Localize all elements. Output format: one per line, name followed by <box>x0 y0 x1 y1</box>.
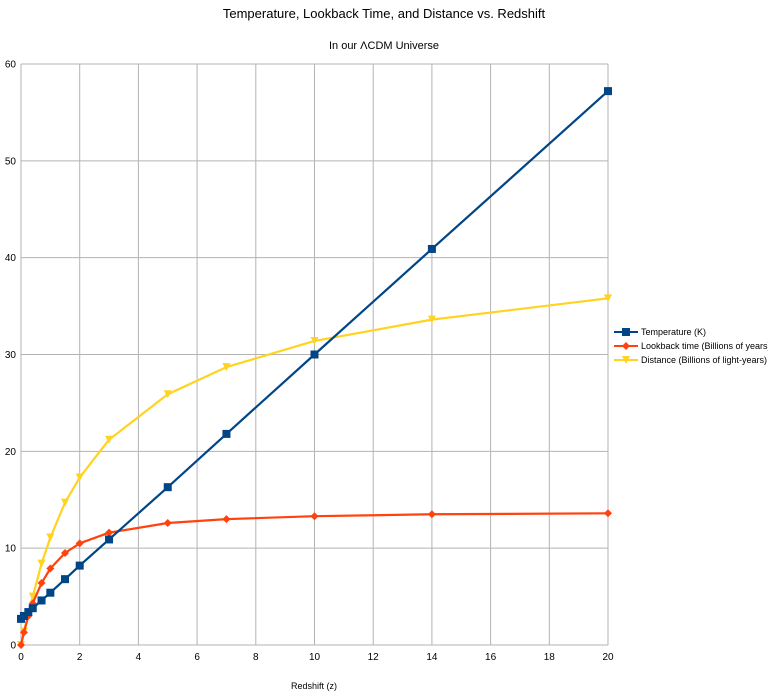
data-point-lookback-time <box>75 539 84 548</box>
data-point-temperature <box>222 429 231 438</box>
data-point-lookback-time <box>604 509 612 518</box>
data-point-distance <box>61 498 70 507</box>
data-point-temperature <box>61 575 70 584</box>
legend-label-lookback-time: Lookback time (Billions of years) <box>641 341 768 351</box>
data-point-temperature <box>163 483 172 492</box>
legend-label-temperature: Temperature (K) <box>641 327 707 337</box>
data-point-temperature <box>310 350 319 359</box>
legend-symbol-temperature <box>614 328 638 336</box>
legend-item-temperature: Temperature (K) <box>614 325 768 339</box>
data-point-lookback-time <box>17 641 25 649</box>
y-tick-label: 50 <box>5 156 17 167</box>
data-point-lookback-time <box>37 579 46 588</box>
data-point-distance <box>310 336 319 345</box>
legend-marker-lookback-time <box>622 342 630 350</box>
y-tick-label: 0 <box>10 641 16 652</box>
y-tick-label: 30 <box>5 350 17 361</box>
x-tick-label: 6 <box>194 652 200 663</box>
data-point-temperature <box>28 604 37 613</box>
data-point-distance <box>163 390 172 399</box>
data-point-distance <box>427 315 436 324</box>
data-point-temperature <box>427 244 436 253</box>
legend-marker-distance <box>622 356 630 364</box>
data-point-distance <box>46 533 55 542</box>
data-point-distance <box>37 559 46 568</box>
data-point-temperature <box>46 588 55 597</box>
data-point-temperature <box>24 608 33 617</box>
data-point-distance <box>105 435 114 444</box>
data-point-distance <box>222 363 231 372</box>
legend-label-distance: Distance (Billions of light-years) <box>641 355 768 365</box>
chart-title: Temperature, Lookback Time, and Distance… <box>222 6 546 21</box>
x-tick-label: 20 <box>602 652 614 663</box>
data-point-lookback-time <box>19 628 28 637</box>
data-point-lookback-time <box>310 512 319 521</box>
y-tick-label: 60 <box>5 60 17 71</box>
legend-item-distance: Distance (Billions of light-years) <box>614 353 768 367</box>
x-tick-label: 16 <box>485 652 497 663</box>
x-tick-label: 14 <box>426 652 438 663</box>
x-tick-label: 8 <box>253 652 259 663</box>
legend-symbol-distance <box>614 356 638 364</box>
chart-legend: Temperature (K) Lookback time (Billions … <box>614 325 768 367</box>
data-point-distance <box>75 473 84 482</box>
legend-marker-temperature <box>622 328 630 336</box>
data-point-lookback-time <box>427 510 436 519</box>
x-tick-label: 12 <box>368 652 380 663</box>
y-tick-label: 10 <box>5 544 17 555</box>
x-tick-label: 18 <box>544 652 556 663</box>
y-tick-label: 20 <box>5 447 17 458</box>
data-point-temperature <box>19 611 28 620</box>
data-point-distance <box>604 294 612 303</box>
data-point-lookback-time <box>61 549 70 558</box>
legend-symbol-lookback-time <box>614 342 638 350</box>
data-point-temperature <box>604 87 612 96</box>
x-tick-label: 10 <box>309 652 321 663</box>
data-point-lookback-time <box>46 564 55 573</box>
chart-subtitle: In our ΛCDM Universe <box>328 40 440 52</box>
x-axis-label: Redshift (z) <box>290 681 337 691</box>
data-point-temperature <box>105 535 114 544</box>
data-point-temperature <box>75 561 84 570</box>
x-tick-label: 2 <box>77 652 83 663</box>
data-point-lookback-time <box>163 518 172 527</box>
data-point-temperature <box>37 596 46 605</box>
data-point-distance <box>28 592 37 601</box>
data-point-lookback-time <box>105 528 114 537</box>
legend-item-lookback-time: Lookback time (Billions of years) <box>614 339 768 353</box>
x-tick-label: 0 <box>18 652 24 663</box>
data-point-lookback-time <box>222 515 231 524</box>
y-tick-label: 40 <box>5 253 17 264</box>
x-tick-label: 4 <box>136 652 142 663</box>
